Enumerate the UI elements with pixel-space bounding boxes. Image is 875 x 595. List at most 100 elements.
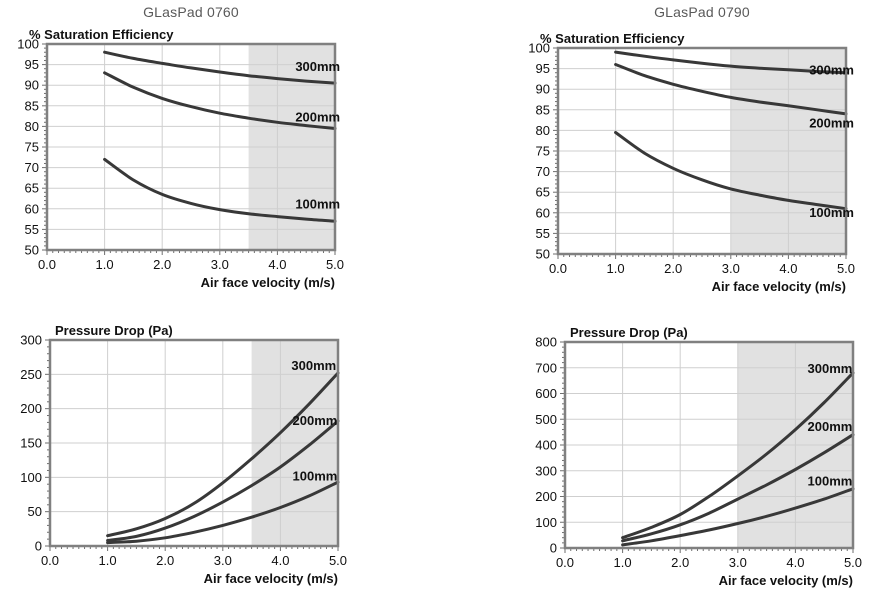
y-tick-label: 600 [535,386,557,401]
y-tick-label: 100 [17,37,39,52]
y-tick-label: 100 [20,470,42,485]
curve-100mm [106,480,340,545]
x-tick-label: 0.0 [556,555,574,570]
y-tick-label: 70 [25,160,39,175]
chart-saturation-efficiency-0790: 300mm 200mm 100mm 50 55 60 65 70 75 80 85 90 95 100 0.… [528,31,855,294]
data-curves [621,371,855,547]
x-tick-label: 3.0 [214,553,232,568]
x-tick-label: 4.0 [779,261,797,276]
y-tick-label: 300 [535,463,557,478]
plot-border [45,42,337,252]
y-tick-label: 150 [20,436,42,451]
curve-200mm [106,419,340,542]
plot-border [48,338,340,548]
column-title-glaspad-0760: GLasPad 0760 [143,4,239,20]
series-label-300mm: 300mm [808,361,853,376]
gridlines [50,340,338,546]
x-tick-label: 5.0 [837,261,855,276]
series-label-100mm: 100mm [809,205,854,220]
y-tick-label: 90 [536,82,550,97]
x-axis-title: Air face velocity (m/s) [719,573,853,588]
chart-title: % Saturation Efficiency [540,31,685,46]
series-label-200mm: 200mm [295,109,340,124]
chart-title: Pressure Drop (Pa) [570,325,688,340]
y-tick-label: 400 [535,438,557,453]
plot-border [556,46,848,256]
chart-pressure-drop-0760: 300mm 200mm 100mm 0 50 100 150 200 250 300 0.0 1.0 2… [20,323,347,586]
x-tick-label: 3.0 [729,555,747,570]
y-tick-label: 0 [35,539,42,554]
y-tick-label: 80 [25,119,39,134]
y-tick-label: 90 [25,78,39,93]
x-tick-label: 3.0 [722,261,740,276]
y-tick-label: 85 [25,98,39,113]
y-tick-label: 95 [25,57,39,72]
x-tick-label: 2.0 [664,261,682,276]
x-tick-label: 3.0 [211,257,229,272]
data-curves [106,371,340,545]
x-tick-label: 2.0 [153,257,171,272]
series-label-300mm: 300mm [291,358,336,373]
y-tick-label: 100 [528,41,550,56]
y-tick-label: 55 [25,222,39,237]
y-tick-label: 65 [536,185,550,200]
x-tick-label: 2.0 [156,553,174,568]
curve-100mm [614,131,848,211]
x-tick-label: 1.0 [607,261,625,276]
y-tick-label: 200 [20,401,42,416]
y-tick-label: 100 [535,515,557,530]
series-label-200mm: 200mm [809,115,854,130]
series-label-100mm: 100mm [295,197,340,212]
y-tick-label: 60 [536,205,550,220]
x-tick-label: 1.0 [614,555,632,570]
y-tick-label: 55 [536,226,550,241]
y-tick-label: 65 [25,181,39,196]
gridlines [47,44,335,250]
y-tick-label: 70 [536,164,550,179]
series-label-200mm: 200mm [808,419,853,434]
series-label-200mm: 200mm [293,413,338,428]
plot-border [563,340,855,550]
chart-pressure-drop-0790: 300mm 200mm 100mm 0 100 200 300 400 500 600 700 800… [535,325,862,588]
y-tick-label: 85 [536,102,550,117]
x-axis-title: Air face velocity (m/s) [204,571,338,586]
x-tick-label: 5.0 [326,257,344,272]
curve-300mm [621,371,855,540]
y-tick-label: 200 [535,489,557,504]
y-tick-label: 50 [536,247,550,262]
x-tick-label: 5.0 [329,553,347,568]
y-tick-label: 700 [535,360,557,375]
y-tick-label: 0 [550,541,557,556]
y-tick-label: 95 [536,61,550,76]
chart-title: % Saturation Efficiency [29,27,174,42]
y-tick-label: 50 [28,504,42,519]
gridlines [558,48,846,254]
x-tick-label: 5.0 [844,555,862,570]
curve-200mm [103,71,337,130]
curve-200mm [614,63,848,116]
curve-200mm [621,433,855,543]
curve-300mm [106,371,340,538]
x-tick-label: 1.0 [99,553,117,568]
y-tick-label: 75 [25,140,39,155]
x-tick-label: 2.0 [671,555,689,570]
x-tick-label: 4.0 [268,257,286,272]
x-tick-label: 0.0 [38,257,56,272]
x-axis-title: Air face velocity (m/s) [201,275,335,290]
x-tick-label: 4.0 [271,553,289,568]
y-tick-label: 80 [536,123,550,138]
chart-title: Pressure Drop (Pa) [55,323,173,338]
y-tick-label: 800 [535,335,557,350]
column-title-glaspad-0790: GLasPad 0790 [654,4,750,20]
curve-300mm [614,50,848,75]
x-tick-label: 4.0 [786,555,804,570]
y-tick-label: 50 [25,243,39,258]
x-tick-label: 0.0 [549,261,567,276]
curve-300mm [103,50,337,85]
x-tick-label: 1.0 [96,257,114,272]
y-tick-label: 60 [25,201,39,216]
x-tick-label: 0.0 [41,553,59,568]
y-tick-label: 500 [535,412,557,427]
curve-100mm [103,157,337,223]
series-label-300mm: 300mm [809,63,854,78]
